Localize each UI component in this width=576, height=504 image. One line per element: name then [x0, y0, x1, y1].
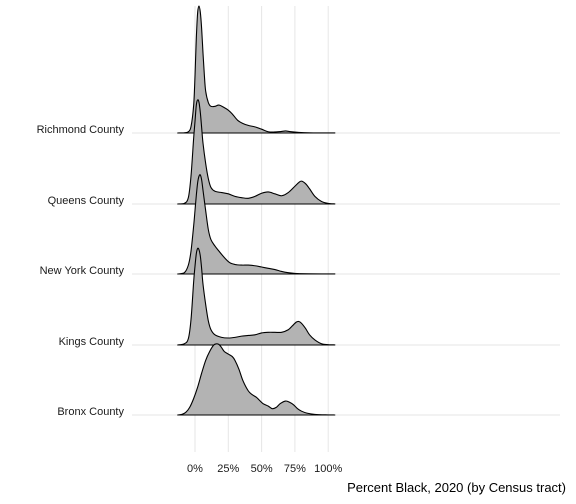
ridge-queens-county [177, 99, 336, 205]
category-label-bronx-county: Bronx County [57, 406, 124, 418]
category-label-richmond-county: Richmond County [37, 124, 125, 136]
x-axis-ticks: 0% 25% 50% 75% 100% [187, 463, 342, 475]
x-tick-label: 0% [187, 463, 203, 475]
ridge-richmond-county [177, 5, 336, 134]
x-tick-label: 75% [284, 463, 306, 475]
density-ridges [177, 5, 336, 416]
category-label-new-york-county: New York County [40, 265, 125, 277]
ridge-bronx-county [177, 343, 336, 416]
x-axis-title: Percent Black, 2020 (by Census tract) [347, 480, 566, 495]
ridge-new-york-county [177, 174, 336, 275]
ridge-kings-county [177, 247, 336, 346]
x-tick-label: 50% [251, 463, 273, 475]
category-label-kings-county: Kings County [59, 336, 125, 348]
x-tick-label: 25% [217, 463, 239, 475]
x-tick-label: 100% [314, 463, 342, 475]
category-labels: Richmond County Queens County New York Cou… [37, 124, 125, 418]
category-label-queens-county: Queens County [48, 195, 125, 207]
